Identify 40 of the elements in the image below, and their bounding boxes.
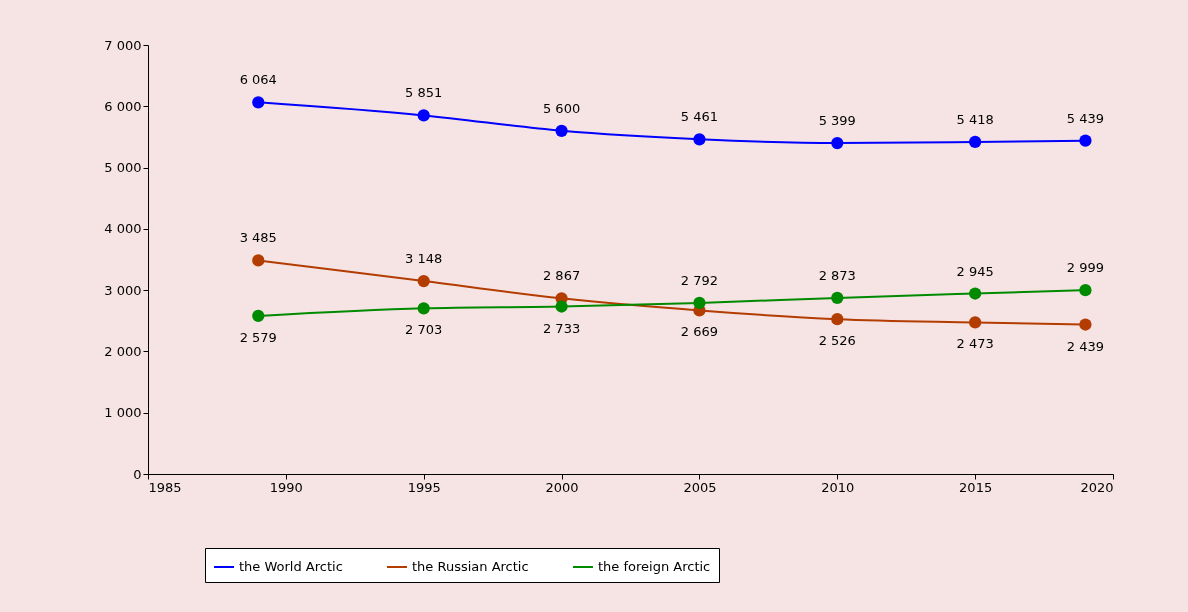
data-label: 2 439 bbox=[1066, 338, 1105, 354]
data-label: 2 867 bbox=[542, 268, 581, 284]
x-tick-label: 2015 bbox=[959, 479, 993, 495]
x-tick-label: 1990 bbox=[269, 479, 303, 495]
y-tick-label: 0 bbox=[133, 466, 142, 482]
data-label: 5 851 bbox=[405, 85, 443, 101]
data-label: 5 418 bbox=[956, 111, 994, 127]
data-label: 3 485 bbox=[239, 230, 277, 246]
data-label: 2 999 bbox=[1066, 260, 1105, 276]
x-tick-label: 2005 bbox=[683, 479, 717, 495]
data-label: 2 473 bbox=[956, 336, 994, 352]
data-label: 2 733 bbox=[542, 320, 581, 336]
data-label: 2 669 bbox=[680, 324, 719, 340]
data-label: 5 399 bbox=[818, 113, 856, 129]
data-label: 2 703 bbox=[405, 322, 443, 338]
data-label: 2 579 bbox=[239, 329, 277, 345]
legend-label: the World Arctic bbox=[239, 559, 343, 574]
data-label: 5 600 bbox=[542, 100, 581, 116]
data-label: 2 945 bbox=[956, 263, 994, 279]
data-label: 3 148 bbox=[405, 251, 443, 267]
data-label: 5 461 bbox=[680, 109, 719, 125]
x-tick-label: 1985 bbox=[148, 479, 182, 495]
data-label: 2 526 bbox=[818, 333, 856, 349]
y-tick-label: 6 000 bbox=[104, 98, 142, 114]
y-tick-label: 7 000 bbox=[104, 37, 142, 53]
data-label: 5 439 bbox=[1066, 110, 1105, 126]
legend-label: the foreign Arctic bbox=[598, 559, 711, 574]
x-tick-label: 2020 bbox=[1080, 479, 1114, 495]
legend-label: the Russian Arctic bbox=[412, 559, 529, 574]
y-tick-label: 4 000 bbox=[104, 221, 142, 237]
y-tick-label: 2 000 bbox=[104, 343, 142, 359]
y-tick-label: 1 000 bbox=[104, 405, 142, 421]
y-tick-label: 3 000 bbox=[104, 282, 142, 298]
x-tick-label: 2000 bbox=[545, 479, 579, 495]
y-tick-label: 5 000 bbox=[104, 160, 142, 176]
x-tick-label: 1995 bbox=[407, 479, 441, 495]
data-label: 2 792 bbox=[680, 272, 719, 288]
data-label: 2 873 bbox=[818, 267, 856, 283]
x-tick-label: 2010 bbox=[821, 479, 855, 495]
data-label: 6 064 bbox=[239, 72, 277, 88]
